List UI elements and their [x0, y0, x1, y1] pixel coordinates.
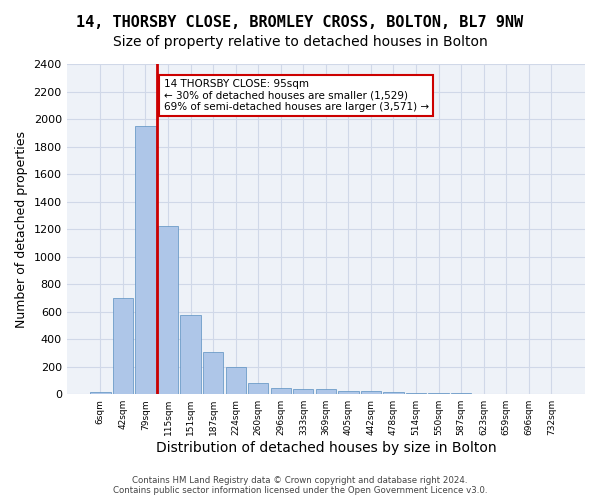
- Bar: [271, 388, 291, 394]
- Bar: [293, 389, 313, 394]
- Bar: [181, 315, 201, 394]
- Bar: [158, 226, 178, 394]
- Bar: [383, 392, 404, 394]
- Bar: [226, 366, 246, 394]
- X-axis label: Distribution of detached houses by size in Bolton: Distribution of detached houses by size …: [155, 441, 496, 455]
- Bar: [113, 298, 133, 394]
- Y-axis label: Number of detached properties: Number of detached properties: [15, 130, 28, 328]
- Bar: [248, 383, 268, 394]
- Bar: [316, 390, 336, 394]
- Text: Size of property relative to detached houses in Bolton: Size of property relative to detached ho…: [113, 35, 487, 49]
- Bar: [406, 393, 426, 394]
- Text: 14, THORSBY CLOSE, BROMLEY CROSS, BOLTON, BL7 9NW: 14, THORSBY CLOSE, BROMLEY CROSS, BOLTON…: [76, 15, 524, 30]
- Bar: [90, 392, 110, 394]
- Bar: [338, 391, 359, 394]
- Bar: [428, 393, 449, 394]
- Bar: [203, 352, 223, 394]
- Bar: [361, 392, 381, 394]
- Text: 14 THORSBY CLOSE: 95sqm
← 30% of detached houses are smaller (1,529)
69% of semi: 14 THORSBY CLOSE: 95sqm ← 30% of detache…: [164, 79, 428, 112]
- Text: Contains HM Land Registry data © Crown copyright and database right 2024.
Contai: Contains HM Land Registry data © Crown c…: [113, 476, 487, 495]
- Bar: [136, 126, 155, 394]
